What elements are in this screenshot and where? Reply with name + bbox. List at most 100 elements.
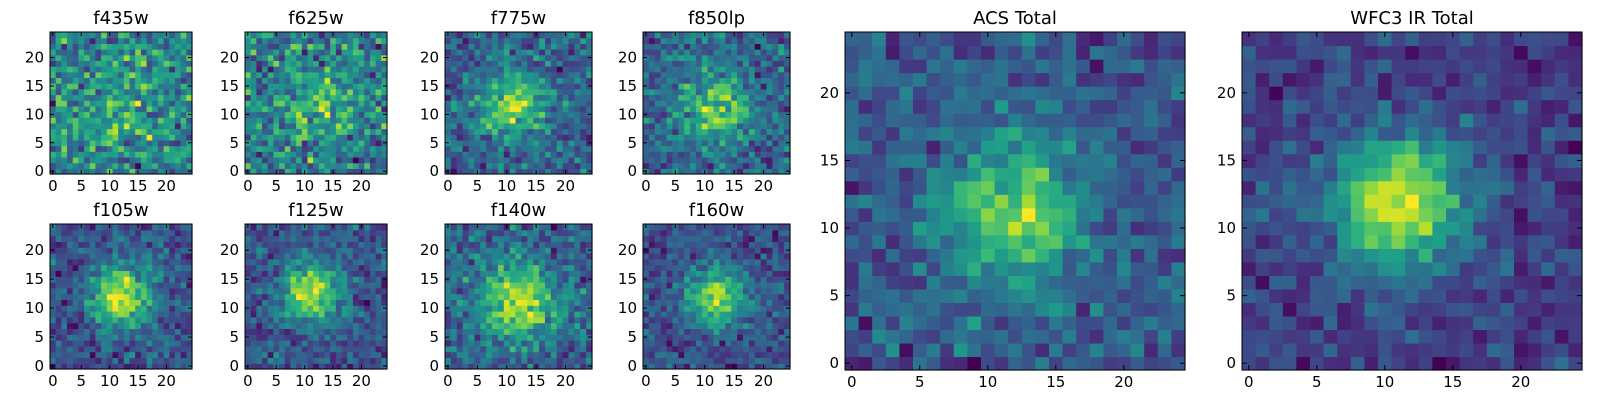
heatmap-cell xyxy=(492,54,499,61)
heatmap-cell xyxy=(61,316,68,324)
heatmap-cell xyxy=(129,156,136,164)
heatmap-cell xyxy=(480,322,487,329)
heatmap-cell xyxy=(186,235,193,242)
heatmap-cell xyxy=(684,37,691,44)
heatmap-cell xyxy=(364,71,371,79)
heatmap-cell xyxy=(50,270,57,277)
heatmap-cell xyxy=(341,253,348,260)
heatmap-cell xyxy=(273,71,280,79)
heatmap-cell xyxy=(301,100,309,107)
heatmap-cell xyxy=(544,276,552,283)
heatmap-cell xyxy=(101,253,108,260)
heatmap-cell xyxy=(163,139,170,147)
heatmap-cell xyxy=(347,229,354,237)
heatmap-cell xyxy=(474,111,481,118)
heatmap-cell xyxy=(347,60,354,67)
heatmap-cell xyxy=(157,94,165,101)
heatmap-cell xyxy=(169,229,176,237)
heatmap-cell xyxy=(450,151,458,158)
heatmap-cell xyxy=(313,270,320,277)
heatmap-cell xyxy=(290,287,297,295)
heatmap-cell xyxy=(381,322,388,329)
heatmap-cell xyxy=(318,282,326,289)
heatmap-cell xyxy=(174,287,182,295)
heatmap-cell xyxy=(313,340,320,347)
heatmap-cell xyxy=(95,168,102,175)
heatmap-cell xyxy=(352,316,360,324)
heatmap-cell xyxy=(684,282,691,289)
heatmap-cell xyxy=(284,134,292,141)
heatmap-cell xyxy=(654,357,662,364)
heatmap-cell xyxy=(468,264,475,271)
heatmap-cell xyxy=(67,54,74,61)
heatmap-cell xyxy=(539,77,546,84)
heatmap-cell xyxy=(163,71,170,79)
heatmap-cell xyxy=(544,305,552,312)
heatmap-cell xyxy=(106,345,114,353)
heatmap-cell xyxy=(84,253,91,260)
heatmap-cell xyxy=(106,83,114,90)
heatmap-cell xyxy=(95,363,102,370)
heatmap-cell xyxy=(330,345,337,353)
heatmap-cell xyxy=(78,100,85,107)
heatmap-cell xyxy=(284,128,292,135)
heatmap-cell xyxy=(341,270,348,277)
heatmap-cell xyxy=(174,311,182,318)
heatmap-cell xyxy=(701,88,709,96)
heatmap-cell xyxy=(480,122,487,130)
heatmap-cell xyxy=(341,105,348,113)
heatmap-cell xyxy=(707,77,715,84)
heatmap-cell xyxy=(515,66,523,73)
heatmap-cell xyxy=(256,139,263,147)
heatmap-cell xyxy=(497,145,505,152)
heatmap-cell xyxy=(72,71,79,79)
heatmap-cell xyxy=(273,328,280,335)
heatmap-cell xyxy=(719,128,726,135)
heatmap-cell xyxy=(347,77,354,84)
heatmap-cell xyxy=(135,293,142,300)
heatmap-cell xyxy=(146,363,153,370)
heatmap-cell xyxy=(456,363,464,370)
heatmap-cell xyxy=(456,247,464,254)
heatmap-cell xyxy=(533,77,540,84)
heatmap-cell xyxy=(654,156,662,164)
heatmap-cell xyxy=(666,151,673,158)
heatmap-cell xyxy=(72,134,79,141)
heatmap-cell xyxy=(737,168,744,175)
heatmap-cell xyxy=(347,357,354,364)
heatmap-cell xyxy=(754,293,762,300)
heatmap-cell xyxy=(313,293,320,300)
heatmap-cell xyxy=(462,77,470,84)
x-tick-label: 20 xyxy=(556,177,575,195)
heatmap-cell xyxy=(544,229,552,237)
heatmap-cell xyxy=(318,299,326,306)
heatmap-cell xyxy=(521,328,528,335)
heatmap-cell xyxy=(61,168,68,175)
heatmap-cell xyxy=(129,71,136,79)
heatmap-cell xyxy=(296,168,303,175)
heatmap-cell xyxy=(450,340,458,347)
heatmap-cell xyxy=(157,224,165,231)
heatmap-cell xyxy=(135,247,142,254)
heatmap-cell xyxy=(556,351,564,358)
heatmap-cell xyxy=(296,235,303,242)
heatmap-cell xyxy=(533,322,540,329)
heatmap-cell xyxy=(330,83,337,90)
heatmap-cell xyxy=(146,241,153,248)
heatmap-cell xyxy=(533,43,540,50)
heatmap-cell xyxy=(369,151,377,158)
heatmap-cell xyxy=(50,134,57,141)
heatmap-cell xyxy=(503,282,511,289)
heatmap-cell xyxy=(140,345,148,353)
heatmap-cell xyxy=(556,105,564,113)
heatmap-cell xyxy=(492,287,499,295)
heatmap-cell xyxy=(725,151,732,158)
heatmap-cell xyxy=(106,151,114,158)
heatmap-cell xyxy=(731,345,738,353)
heatmap-cell xyxy=(660,357,668,364)
heatmap-cell xyxy=(112,340,119,347)
heatmap-cell xyxy=(654,122,662,130)
heatmap-cell xyxy=(307,145,314,152)
heatmap-cell xyxy=(140,287,148,295)
heatmap-cell xyxy=(754,105,762,113)
